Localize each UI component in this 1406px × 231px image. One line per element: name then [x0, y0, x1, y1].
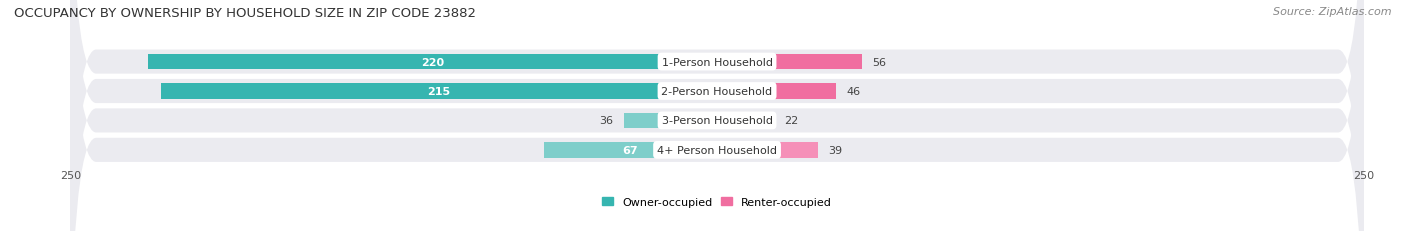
- Text: 39: 39: [828, 145, 842, 155]
- Legend: Owner-occupied, Renter-occupied: Owner-occupied, Renter-occupied: [598, 192, 837, 211]
- Text: 215: 215: [427, 87, 450, 97]
- Text: 4+ Person Household: 4+ Person Household: [657, 145, 778, 155]
- FancyBboxPatch shape: [70, 0, 1364, 231]
- Bar: [624, 113, 717, 128]
- Text: OCCUPANCY BY OWNERSHIP BY HOUSEHOLD SIZE IN ZIP CODE 23882: OCCUPANCY BY OWNERSHIP BY HOUSEHOLD SIZE…: [14, 7, 477, 20]
- FancyBboxPatch shape: [70, 0, 1364, 231]
- Text: 22: 22: [785, 116, 799, 126]
- Text: 36: 36: [599, 116, 613, 126]
- Bar: [717, 113, 773, 128]
- Text: 220: 220: [420, 57, 444, 67]
- Text: 1-Person Household: 1-Person Household: [662, 57, 772, 67]
- Text: 67: 67: [623, 145, 638, 155]
- Bar: [544, 143, 717, 158]
- Bar: [160, 84, 717, 99]
- Text: 46: 46: [846, 87, 860, 97]
- Text: 3-Person Household: 3-Person Household: [662, 116, 772, 126]
- Bar: [148, 55, 717, 70]
- Text: 2-Person Household: 2-Person Household: [661, 87, 773, 97]
- Text: Source: ZipAtlas.com: Source: ZipAtlas.com: [1274, 7, 1392, 17]
- Bar: [717, 55, 862, 70]
- Text: 56: 56: [872, 57, 886, 67]
- Bar: [717, 143, 818, 158]
- FancyBboxPatch shape: [70, 0, 1364, 231]
- FancyBboxPatch shape: [70, 0, 1364, 231]
- Bar: [717, 84, 837, 99]
